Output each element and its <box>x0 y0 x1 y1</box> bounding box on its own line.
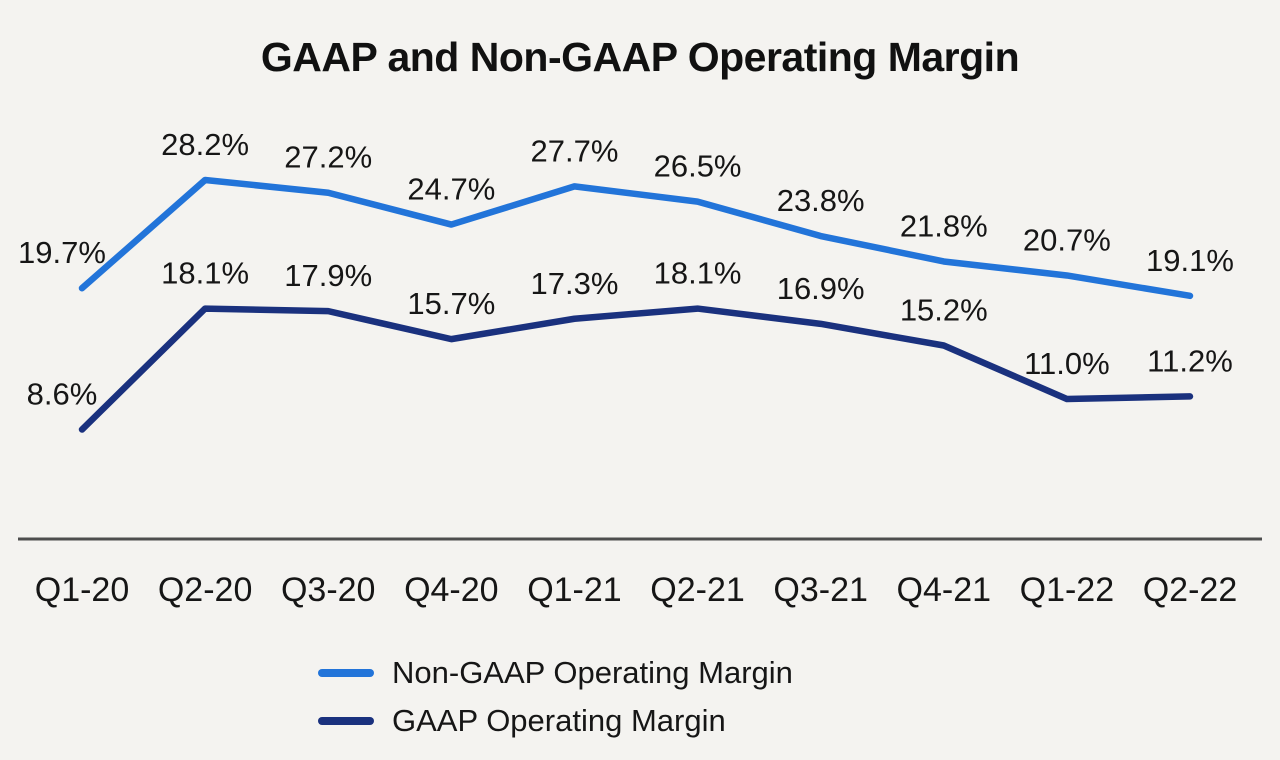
series-line-non-gaap <box>78 176 1194 300</box>
legend-item-gaap: GAAP Operating Margin <box>318 697 793 745</box>
x-axis-label-Q2-21: Q2-21 <box>650 571 745 609</box>
data-label-non-gaap-Q3-21: 23.8% <box>777 183 865 218</box>
data-label-gaap-Q1-22: 11.0% <box>1024 346 1110 381</box>
data-label-gaap-Q1-20: 8.6% <box>27 377 98 412</box>
data-label-non-gaap-Q2-21: 26.5% <box>654 149 742 184</box>
legend-label-gaap: GAAP Operating Margin <box>392 703 726 738</box>
x-axis-label-Q1-20: Q1-20 <box>35 571 130 609</box>
data-label-non-gaap-Q1-22: 20.7% <box>1023 222 1111 257</box>
data-label-non-gaap-Q4-20: 24.7% <box>407 172 495 207</box>
x-axis-label-Q1-22: Q1-22 <box>1020 571 1115 609</box>
data-label-non-gaap-Q1-21: 27.7% <box>530 133 618 168</box>
data-label-gaap-Q3-21: 16.9% <box>777 271 865 306</box>
legend-label-non-gaap: Non-GAAP Operating Margin <box>392 655 793 690</box>
data-label-gaap-Q4-20: 15.7% <box>407 286 495 321</box>
data-label-non-gaap-Q4-21: 21.8% <box>900 208 988 243</box>
data-label-gaap-Q3-20: 17.9% <box>284 258 372 293</box>
legend-swatch-gaap <box>318 717 374 725</box>
data-label-non-gaap-Q3-20: 27.2% <box>284 140 372 175</box>
x-axis-label-Q4-20: Q4-20 <box>404 571 499 609</box>
legend-item-non-gaap: Non-GAAP Operating Margin <box>318 649 793 697</box>
x-axis-label-Q3-20: Q3-20 <box>281 571 376 609</box>
data-label-non-gaap-Q2-20: 28.2% <box>161 127 249 162</box>
data-label-non-gaap-Q2-22: 19.1% <box>1146 243 1234 278</box>
chart-title: GAAP and Non-GAAP Operating Margin <box>260 34 1020 80</box>
x-axis-label-Q1-21: Q1-21 <box>527 571 622 609</box>
legend: Non-GAAP Operating Margin GAAP Operating … <box>318 649 793 745</box>
x-axis-label-Q4-21: Q4-21 <box>897 571 992 609</box>
data-label-non-gaap-Q1-20: 19.7% <box>18 235 106 270</box>
data-label-gaap-Q4-21: 15.2% <box>900 292 988 327</box>
data-label-gaap-Q1-21: 17.3% <box>530 266 618 301</box>
x-axis-label-Q3-21: Q3-21 <box>773 571 868 609</box>
x-axis-label-Q2-22: Q2-22 <box>1143 571 1238 609</box>
data-label-gaap-Q2-21: 18.1% <box>654 256 742 291</box>
series-line-gaap <box>78 305 1194 433</box>
x-axis-label-Q2-20: Q2-20 <box>158 571 253 609</box>
legend-swatch-non-gaap <box>318 669 374 677</box>
data-label-gaap-Q2-22: 11.2% <box>1147 343 1233 378</box>
data-label-gaap-Q2-20: 18.1% <box>161 256 249 291</box>
